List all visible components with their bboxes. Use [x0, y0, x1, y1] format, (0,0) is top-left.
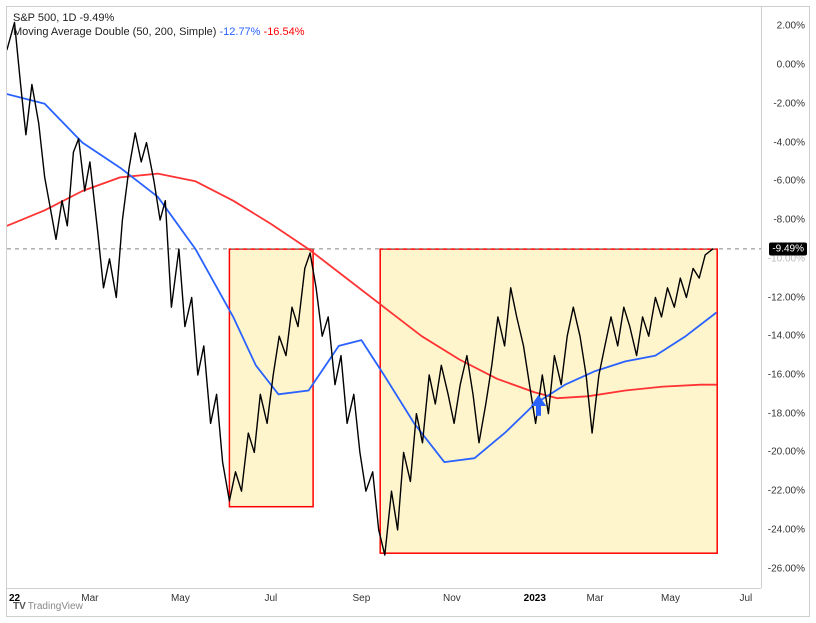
- y-axis: 2.00% 0.00% -2.00% -4.00% -6.00% -8.00% -12.00…: [761, 7, 809, 588]
- tradingview-logo: TVTradingView: [13, 601, 83, 612]
- y-tick: -14.00%: [768, 331, 805, 342]
- highlight-box: [229, 249, 313, 507]
- y-tick: -22.00%: [768, 486, 805, 497]
- y-tick: -18.00%: [768, 408, 805, 419]
- y-tick: -16.00%: [768, 370, 805, 381]
- chart-border: S&P 500, 1D -9.49% Moving Average Double…: [6, 6, 810, 617]
- symbol-title: S&P 500, 1D: [13, 12, 76, 24]
- y-tick: 2.00%: [777, 21, 805, 32]
- x-tick: Sep: [352, 593, 370, 604]
- highlight-box: [380, 249, 717, 553]
- series-ma200: [7, 174, 716, 399]
- x-tick: May: [171, 593, 190, 604]
- chart-header: S&P 500, 1D -9.49% Moving Average Double…: [13, 11, 305, 39]
- x-tick: Jul: [264, 593, 277, 604]
- indicator-name: Moving Average Double (50, 200, Simple): [13, 26, 216, 38]
- indicator-val-1: -12.77%: [219, 26, 260, 38]
- symbol-value: -9.49%: [79, 12, 114, 24]
- y-tick: -20.00%: [768, 447, 805, 458]
- y-tick: -26.00%: [768, 563, 805, 574]
- x-tick: Mar: [586, 593, 603, 604]
- x-tick: May: [661, 593, 680, 604]
- series-ma50: [7, 94, 716, 462]
- x-tick: 22: [9, 593, 20, 604]
- x-tick: 2023: [524, 593, 546, 604]
- y-tick: -4.00%: [773, 137, 805, 148]
- x-tick: Mar: [81, 593, 98, 604]
- x-axis: TVTradingView 22 Mar May Jul Sep Nov 2023 Mar Ma…: [7, 588, 761, 616]
- y-tick: 0.00%: [777, 60, 805, 71]
- y-tick: -2.00%: [773, 98, 805, 109]
- logo-text: TradingView: [28, 601, 83, 612]
- series-price: [7, 23, 713, 556]
- plot-area[interactable]: [7, 7, 761, 588]
- price-badge: -9.49%: [769, 242, 807, 255]
- y-tick: -8.00%: [773, 215, 805, 226]
- chart-container: S&P 500, 1D -9.49% Moving Average Double…: [0, 0, 816, 623]
- indicator-val-2: -16.54%: [264, 26, 305, 38]
- y-tick: -6.00%: [773, 176, 805, 187]
- x-tick: Jul: [739, 593, 752, 604]
- y-tick: -12.00%: [768, 292, 805, 303]
- x-tick: Nov: [443, 593, 461, 604]
- arrow-annotation: [531, 395, 546, 416]
- y-tick: -24.00%: [768, 524, 805, 535]
